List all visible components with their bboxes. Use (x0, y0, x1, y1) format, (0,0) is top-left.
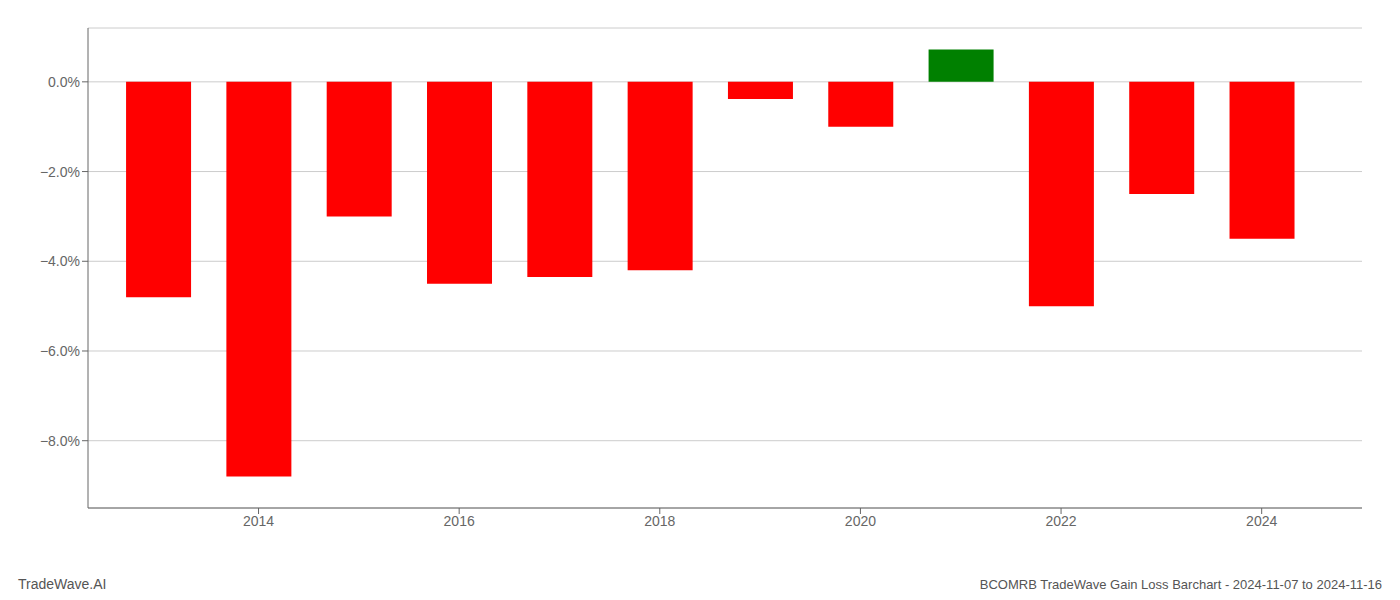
svg-text:−6.0%: −6.0% (40, 343, 80, 359)
svg-text:0.0%: 0.0% (48, 74, 80, 90)
svg-text:2016: 2016 (444, 513, 475, 529)
svg-text:2014: 2014 (243, 513, 274, 529)
svg-text:−8.0%: −8.0% (40, 433, 80, 449)
svg-text:2022: 2022 (1045, 513, 1076, 529)
svg-text:2018: 2018 (644, 513, 675, 529)
svg-text:−2.0%: −2.0% (40, 164, 80, 180)
html-text:TradeWave.AI: TradeWave.AI (18, 576, 107, 592)
svg-text:2020: 2020 (845, 513, 876, 529)
svg-text:−4.0%: −4.0% (40, 253, 80, 269)
html-text:BCOMRB TradeWave Gain Loss Bar: BCOMRB TradeWave Gain Loss Barchart - 20… (979, 577, 1382, 592)
svg-text:2024: 2024 (1246, 513, 1277, 529)
